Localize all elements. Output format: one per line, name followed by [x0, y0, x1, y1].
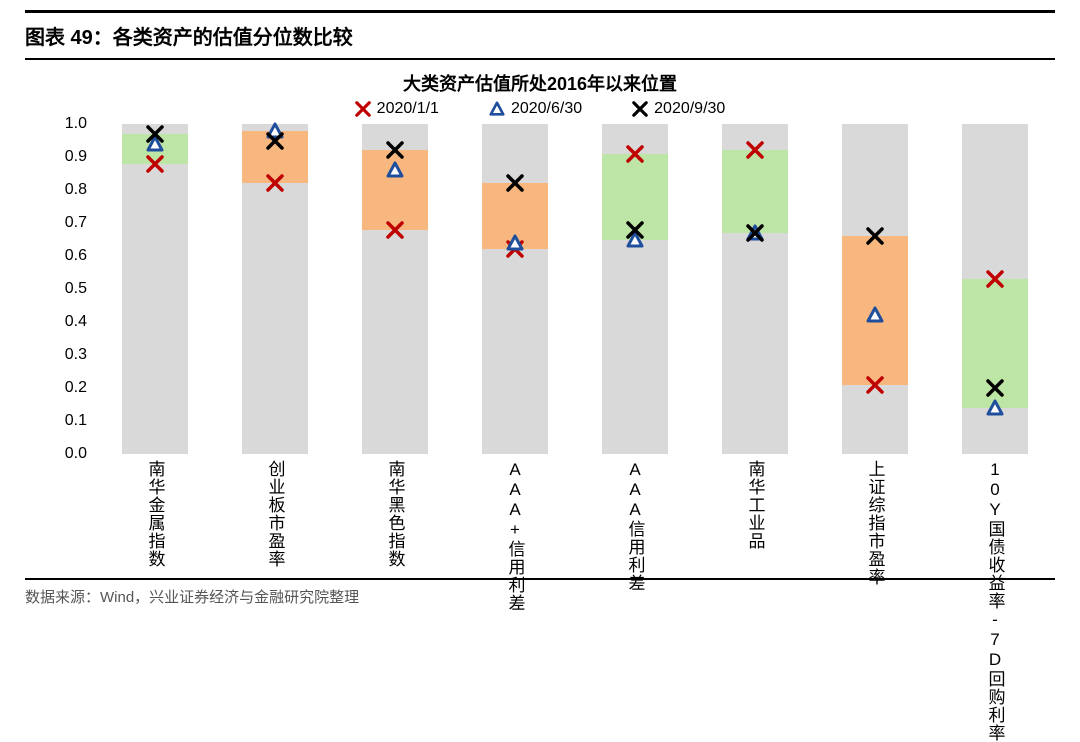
data-marker — [746, 224, 764, 242]
x-label-cell: 南华工业品 — [695, 460, 815, 742]
x-axis-labels: 南华金属指数 创业板市盈率 南华黑色指数 AAA+信用利差 AAA信用利差 南华工业品 上证… — [95, 460, 1055, 742]
data-marker — [386, 221, 404, 239]
data-marker — [986, 399, 1004, 417]
legend-item: 2020/6/30 — [489, 100, 582, 118]
range-band — [722, 150, 788, 233]
data-marker — [506, 234, 524, 252]
y-tick-label: 0.0 — [65, 445, 87, 463]
x-label-cell: 上证综指市盈率 — [815, 460, 935, 742]
x-label-cell: 10Y国债收益率-7D回购利率 — [935, 460, 1055, 742]
data-marker — [506, 174, 524, 192]
x-axis-label: 创业板市盈率 — [263, 460, 288, 568]
data-marker — [386, 161, 404, 179]
x-label-cell: AAA+信用利差 — [455, 460, 575, 742]
data-marker — [146, 125, 164, 143]
data-marker — [266, 132, 284, 150]
legend-label: 2020/1/1 — [377, 100, 439, 118]
figure-header: 图表 49：各类资产的估值分位数比较 — [25, 10, 1055, 60]
data-marker — [986, 379, 1004, 397]
y-tick-label: 0.7 — [65, 214, 87, 232]
data-marker — [626, 221, 644, 239]
y-tick-label: 0.1 — [65, 412, 87, 430]
legend-item: 2020/9/30 — [632, 100, 725, 118]
plot-area — [95, 124, 1055, 454]
x-axis-label: 上证综指市盈率 — [863, 460, 888, 586]
x-label-cell: 南华黑色指数 — [335, 460, 455, 742]
legend-label: 2020/9/30 — [654, 100, 725, 118]
y-tick-label: 0.9 — [65, 148, 87, 166]
data-marker — [866, 227, 884, 245]
category-column — [482, 124, 548, 454]
data-marker — [266, 174, 284, 192]
figure-title: 图表 49：各类资产的估值分位数比较 — [25, 21, 1055, 50]
y-axis: 0.00.10.20.30.40.50.60.70.80.91.0 — [25, 124, 95, 454]
category-column — [362, 124, 428, 454]
data-marker — [626, 145, 644, 163]
y-tick-label: 0.2 — [65, 379, 87, 397]
y-tick-label: 0.3 — [65, 346, 87, 364]
category-column — [842, 124, 908, 454]
category-column — [722, 124, 788, 454]
x-icon — [632, 101, 648, 117]
y-tick-label: 0.4 — [65, 313, 87, 331]
category-column — [122, 124, 188, 454]
x-label-cell: 创业板市盈率 — [215, 460, 335, 742]
plot-wrap: 0.00.10.20.30.40.50.60.70.80.91.0 — [25, 124, 1055, 454]
data-marker — [146, 155, 164, 173]
x-label-cell: AAA信用利差 — [575, 460, 695, 742]
chart-area: 大类资产估值所处2016年以来位置 2020/1/12020/6/302020/… — [25, 70, 1055, 570]
data-marker — [986, 270, 1004, 288]
data-marker — [866, 376, 884, 394]
data-marker — [866, 306, 884, 324]
legend-item: 2020/1/1 — [355, 100, 439, 118]
x-axis-label: 南华金属指数 — [143, 460, 168, 568]
bar-background — [122, 124, 188, 454]
chart-legend: 2020/1/1 2020/6/30 2020/9/30 — [25, 100, 1055, 118]
category-column — [242, 124, 308, 454]
y-tick-label: 1.0 — [65, 115, 87, 133]
x-axis-label: 南华工业品 — [743, 460, 768, 550]
chart-title: 大类资产估值所处2016年以来位置 — [25, 70, 1055, 96]
data-marker — [746, 141, 764, 159]
x-label-cell: 南华金属指数 — [95, 460, 215, 742]
x-axis-label: 南华黑色指数 — [383, 460, 408, 568]
y-tick-label: 0.8 — [65, 181, 87, 199]
triangle-icon — [489, 101, 505, 117]
y-tick-label: 0.6 — [65, 247, 87, 265]
data-marker — [386, 141, 404, 159]
x-axis-label: 10Y国债收益率-7D回购利率 — [983, 460, 1008, 742]
category-column — [962, 124, 1028, 454]
x-axis-label: AAA+信用利差 — [503, 460, 528, 612]
x-axis-label: AAA信用利差 — [623, 460, 648, 592]
x-icon — [355, 101, 371, 117]
y-tick-label: 0.5 — [65, 280, 87, 298]
category-column — [602, 124, 668, 454]
legend-label: 2020/6/30 — [511, 100, 582, 118]
